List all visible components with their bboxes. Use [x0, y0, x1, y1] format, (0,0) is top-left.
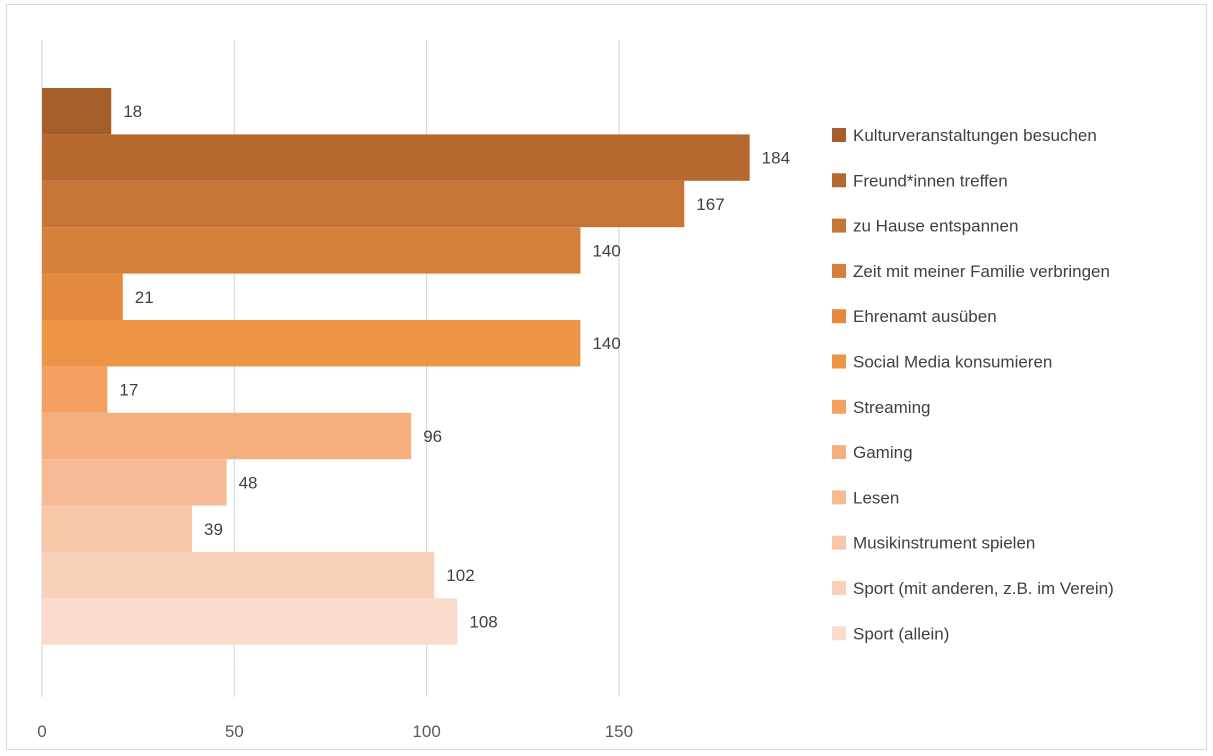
data-label: 102	[446, 566, 474, 585]
bar	[42, 180, 685, 228]
legend-label: Social Media konsumieren	[853, 353, 1052, 372]
data-label: 108	[469, 613, 497, 632]
x-axis-tick-labels: 0 50 100 150	[37, 722, 633, 741]
legend-label: Ehrenamt ausüben	[853, 307, 997, 326]
data-label: 140	[592, 241, 620, 260]
data-label: 17	[119, 381, 138, 400]
bar	[42, 134, 750, 181]
x-tick-label: 50	[225, 722, 244, 741]
bar	[42, 88, 112, 135]
bar	[42, 598, 458, 645]
legend-swatch	[832, 626, 846, 641]
legend-swatch	[832, 535, 846, 550]
legend-label: Lesen	[853, 488, 899, 507]
bar	[42, 273, 123, 320]
legend-label: Kulturveranstaltungen besuchen	[853, 126, 1097, 145]
data-labels: 18 184 167 140 21 140 17 96 48 39 102 108	[119, 102, 790, 631]
legend-label: zu Hause entspannen	[853, 217, 1018, 236]
legend-label: Sport (mit anderen, z.B. im Verein)	[853, 579, 1114, 598]
data-label: 39	[204, 520, 223, 539]
x-tick-label: 150	[605, 722, 633, 741]
legend: Kulturveranstaltungen besuchen Freund*inn…	[832, 126, 1114, 643]
data-label: 21	[135, 288, 154, 307]
data-label: 48	[239, 473, 258, 492]
bar	[42, 505, 192, 552]
legend-label: Musikinstrument spielen	[853, 534, 1035, 553]
bar	[42, 320, 581, 367]
legend-swatch	[832, 128, 846, 142]
x-tick-label: 100	[412, 722, 440, 741]
x-tick-label: 0	[37, 722, 46, 741]
legend-label: Gaming	[853, 443, 913, 462]
legend-swatch	[832, 490, 846, 505]
legend-label: Freund*innen treffen	[853, 171, 1008, 190]
data-label: 184	[762, 149, 790, 168]
legend-label: Sport (allein)	[853, 624, 949, 643]
legend-swatch	[832, 309, 846, 324]
legend-swatch	[832, 581, 846, 595]
data-label: 18	[123, 102, 142, 121]
bar	[42, 227, 581, 274]
data-label: 167	[696, 195, 724, 214]
legend-label: Streaming	[853, 398, 930, 417]
legend-label: Zeit mit meiner Familie verbringen	[853, 262, 1110, 281]
legend-swatch	[832, 354, 846, 369]
data-label: 96	[423, 427, 442, 446]
legend-swatch	[832, 218, 846, 233]
bar	[42, 412, 412, 460]
data-label: 140	[592, 334, 620, 353]
bar	[42, 552, 435, 599]
legend-swatch	[832, 445, 846, 460]
legend-swatch	[832, 263, 846, 278]
bar	[42, 366, 108, 413]
bar	[42, 459, 227, 506]
legend-swatch	[832, 399, 846, 414]
bars	[42, 88, 750, 645]
legend-swatch	[832, 173, 846, 188]
